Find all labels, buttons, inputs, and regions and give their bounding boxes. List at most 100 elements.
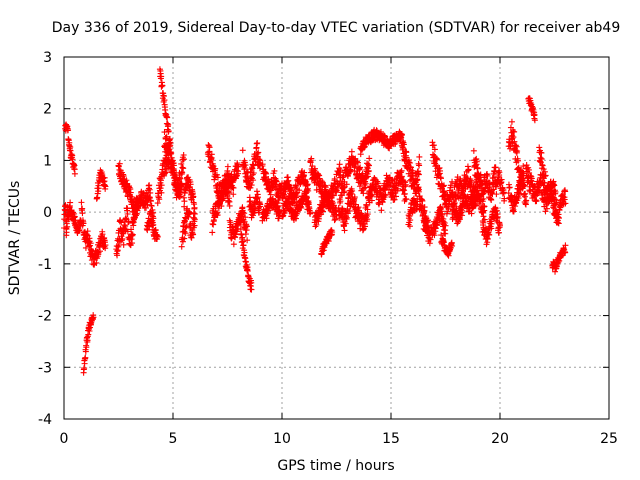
data-point bbox=[508, 118, 515, 125]
data-point bbox=[150, 221, 157, 228]
data-point bbox=[82, 354, 89, 361]
data-point bbox=[152, 227, 159, 234]
data-point bbox=[496, 169, 503, 176]
data-point bbox=[220, 194, 227, 201]
data-point bbox=[312, 223, 319, 230]
data-point bbox=[400, 178, 407, 185]
data-point bbox=[387, 181, 394, 188]
data-point bbox=[352, 155, 359, 162]
x-tick-label: 15 bbox=[382, 431, 400, 447]
data-point bbox=[119, 235, 126, 242]
data-point bbox=[78, 199, 85, 206]
data-point bbox=[165, 128, 172, 135]
data-point bbox=[241, 164, 248, 171]
data-point bbox=[242, 162, 249, 169]
data-point bbox=[407, 164, 414, 171]
data-point bbox=[352, 201, 359, 208]
data-point bbox=[356, 183, 363, 190]
data-point bbox=[226, 202, 233, 209]
data-point bbox=[146, 223, 153, 230]
data-series bbox=[61, 66, 569, 376]
data-point bbox=[354, 159, 361, 166]
data-point bbox=[348, 148, 355, 155]
data-point bbox=[326, 194, 333, 201]
data-point bbox=[365, 167, 372, 174]
data-point bbox=[275, 215, 282, 222]
data-point bbox=[265, 175, 272, 182]
data-point bbox=[181, 198, 188, 205]
data-point bbox=[243, 258, 250, 265]
data-point bbox=[80, 220, 87, 227]
data-point bbox=[167, 151, 174, 158]
data-point bbox=[174, 177, 181, 184]
data-point bbox=[170, 166, 177, 173]
data-point bbox=[215, 205, 222, 212]
data-point bbox=[416, 162, 423, 169]
data-point bbox=[250, 177, 257, 184]
data-point bbox=[343, 214, 350, 221]
data-point bbox=[235, 163, 242, 170]
y-tick-label: -4 bbox=[38, 412, 52, 428]
data-point bbox=[159, 82, 166, 89]
data-point bbox=[274, 203, 281, 210]
data-point bbox=[398, 131, 405, 138]
data-point bbox=[273, 200, 280, 207]
data-point bbox=[129, 240, 136, 247]
data-point bbox=[357, 164, 364, 171]
data-point bbox=[298, 204, 305, 211]
data-point bbox=[394, 185, 401, 192]
axis-ticks bbox=[63, 56, 610, 420]
data-point bbox=[158, 189, 165, 196]
data-point bbox=[391, 196, 398, 203]
data-point bbox=[156, 196, 163, 203]
data-point bbox=[250, 169, 257, 176]
data-point bbox=[362, 223, 369, 230]
x-tick-label: 25 bbox=[600, 431, 618, 447]
data-point bbox=[337, 198, 344, 205]
data-point bbox=[97, 248, 104, 255]
data-point bbox=[191, 210, 198, 217]
data-point bbox=[271, 167, 278, 174]
data-point bbox=[191, 216, 198, 223]
data-point bbox=[296, 187, 303, 194]
data-point bbox=[242, 214, 249, 221]
data-point bbox=[243, 223, 250, 230]
data-point bbox=[416, 153, 423, 160]
data-point bbox=[329, 229, 336, 236]
data-point bbox=[148, 202, 155, 209]
data-point bbox=[248, 286, 255, 293]
data-point bbox=[182, 230, 189, 237]
data-point bbox=[368, 192, 375, 199]
data-point bbox=[378, 207, 385, 214]
data-point bbox=[191, 204, 198, 211]
data-point bbox=[127, 189, 134, 196]
data-point bbox=[221, 188, 228, 195]
data-point bbox=[340, 173, 347, 180]
data-point bbox=[163, 169, 170, 176]
data-point bbox=[249, 161, 256, 168]
data-point bbox=[133, 210, 140, 217]
data-point bbox=[147, 189, 154, 196]
data-point bbox=[65, 127, 72, 134]
y-tick-label: -1 bbox=[38, 257, 52, 273]
data-point bbox=[253, 188, 260, 195]
data-point bbox=[308, 155, 315, 162]
y-tick-label: 1 bbox=[43, 153, 52, 169]
data-point bbox=[320, 208, 327, 215]
data-point bbox=[492, 164, 499, 171]
data-point bbox=[292, 183, 299, 190]
data-point bbox=[170, 160, 177, 167]
data-point bbox=[234, 163, 241, 170]
data-point bbox=[257, 157, 264, 164]
data-point bbox=[213, 171, 220, 178]
data-point bbox=[362, 180, 369, 187]
data-point bbox=[161, 129, 168, 136]
data-point bbox=[82, 244, 89, 251]
data-point bbox=[178, 160, 185, 167]
data-point bbox=[165, 146, 172, 153]
data-point bbox=[128, 226, 135, 233]
data-point bbox=[315, 171, 322, 178]
data-point bbox=[343, 181, 350, 188]
data-point bbox=[415, 186, 422, 193]
data-point bbox=[206, 144, 213, 151]
